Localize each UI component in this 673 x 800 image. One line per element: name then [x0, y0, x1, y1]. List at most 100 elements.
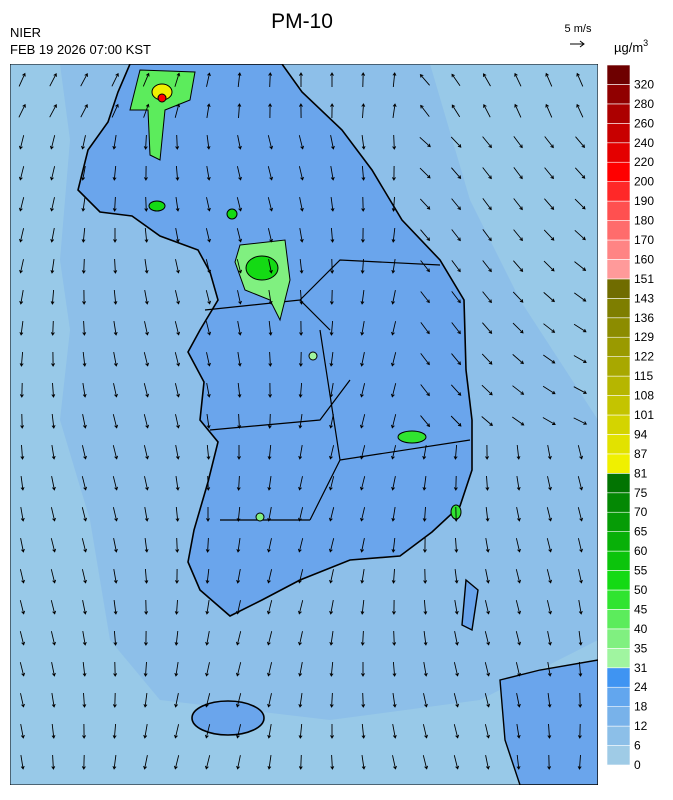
wind-arrow [174, 103, 181, 118]
colorbar-segment [606, 570, 631, 591]
wind-arrow [204, 755, 211, 770]
wind-arrow [573, 417, 588, 425]
wind-arrow [113, 569, 118, 584]
wind-arrow [329, 569, 334, 584]
wind-arrow [49, 104, 57, 118]
wind-arrow [546, 569, 553, 584]
wind-scale-label: 5 m/s [565, 23, 592, 35]
wind-arrow [206, 352, 211, 367]
wind-arrow [174, 290, 180, 305]
wind-arrow [237, 103, 242, 119]
wind-arrow [143, 724, 148, 739]
colorbar-label: 55 [634, 564, 648, 578]
colorbar-segment [606, 706, 631, 727]
wind-arrow [144, 630, 148, 646]
colorbar-segment [606, 123, 631, 144]
wind-arrow [236, 724, 242, 739]
wind-arrow [451, 353, 462, 366]
wind-arrow [515, 662, 521, 677]
wind-arrow [267, 444, 272, 460]
wind-arrow [484, 600, 490, 615]
colorbar-label: 101 [634, 408, 654, 422]
wind-arrow [361, 196, 366, 212]
agency: NIER [10, 25, 41, 40]
colorbar-label: 200 [634, 175, 654, 189]
wind-arrow [20, 476, 25, 491]
wind-arrow [512, 354, 524, 365]
wind-arrow [514, 103, 522, 118]
wind-arrow [360, 599, 365, 615]
wind-arrow [175, 506, 180, 522]
pollution-hotspots [129, 69, 462, 522]
wind-arrow [420, 104, 430, 117]
colorbar-label: 136 [634, 311, 654, 325]
unit-base: µg/m [614, 40, 643, 55]
colorbar-label: 280 [634, 97, 654, 111]
wind-arrow [82, 351, 87, 367]
wind-arrow [485, 755, 490, 770]
wind-arrow [361, 755, 366, 770]
wind-arrow [482, 229, 492, 242]
wind-arrow [298, 723, 303, 739]
wind-arrow [516, 444, 521, 460]
wind-arrow [113, 600, 118, 615]
wind-arrow [235, 693, 242, 708]
wind-arrow [328, 538, 335, 553]
colorbar-segment [606, 395, 631, 416]
wind-arrow [453, 693, 460, 708]
colorbar-label: 108 [634, 389, 654, 403]
wind-arrow [236, 600, 241, 615]
colorbar-label: 31 [634, 661, 648, 675]
wind-arrow [392, 661, 397, 677]
wind-arrow [144, 259, 149, 274]
colorbar-label: 65 [634, 525, 648, 539]
wind-arrow [237, 352, 242, 367]
wind-arrow [359, 476, 366, 491]
wind-arrow [542, 417, 556, 425]
wind-arrow [19, 600, 26, 615]
wind-arrow [267, 197, 274, 212]
wind-arrow [81, 258, 86, 274]
wind-arrow [237, 72, 242, 88]
wind-arrow [577, 476, 584, 491]
wind-arrow [205, 321, 212, 336]
wind-arrow [575, 136, 586, 148]
colorbar-segment [606, 550, 631, 571]
wind-arrow [235, 631, 242, 646]
wind-arrow [236, 569, 241, 584]
colorbar-segment [606, 84, 631, 105]
wind-arrow [360, 290, 365, 305]
wind-arrow [50, 228, 55, 243]
wind-arrow [450, 384, 462, 396]
wind-arrow [547, 754, 552, 770]
wind-arrow [451, 73, 461, 86]
wind-arrow [547, 476, 552, 491]
wind-arrow [298, 476, 303, 491]
wind-arrow [298, 600, 304, 615]
wind-arrow [112, 507, 118, 522]
wind-arrow [49, 73, 57, 87]
wind-arrow [267, 166, 274, 181]
wind-arrow [113, 661, 118, 677]
wind-arrow [516, 693, 521, 708]
wind-arrow [18, 72, 26, 87]
wind-arrow [298, 662, 303, 677]
wind-arrow [236, 475, 241, 491]
wind-arrow [205, 228, 211, 243]
wind-arrow [51, 413, 56, 429]
wind-arrow [544, 167, 554, 180]
wind-arrow [577, 507, 584, 522]
wind-arrow [515, 600, 522, 615]
wind-arrow [237, 445, 241, 460]
wind-arrow [204, 724, 211, 739]
wind-arrow [175, 414, 180, 429]
wind-arrow [236, 197, 243, 212]
wind-arrow [50, 631, 56, 646]
wind-arrow [81, 445, 87, 460]
colorbar-label: 35 [634, 641, 648, 655]
wind-arrow [299, 228, 304, 243]
wind-arrow [420, 415, 431, 428]
wind-arrow [236, 755, 241, 770]
wind-arrow [237, 135, 242, 150]
wind-arrow [545, 72, 553, 87]
